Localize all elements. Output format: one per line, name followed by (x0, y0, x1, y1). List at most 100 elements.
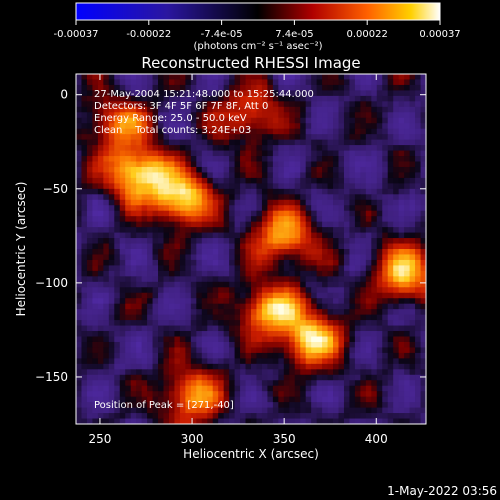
heatmap-cell (420, 194, 426, 201)
heatmap-cell (289, 374, 296, 381)
heatmap-cell (229, 336, 235, 343)
heatmap-cell (130, 232, 137, 239)
heatmap-cell (196, 166, 203, 173)
heatmap-cell (97, 374, 104, 381)
heatmap-cell (97, 303, 104, 310)
heatmap-cell (240, 74, 246, 80)
heatmap-cell (158, 369, 164, 376)
heatmap-cell (256, 331, 263, 337)
heatmap-cell (147, 84, 153, 91)
heatmap-cell (316, 407, 323, 414)
heatmap-cell (185, 385, 192, 392)
heatmap-cell (327, 199, 334, 206)
heatmap-cell (415, 407, 421, 414)
heatmap-cell (349, 188, 356, 195)
heatmap-cell (360, 325, 367, 332)
heatmap-cell (147, 238, 153, 244)
heatmap-cell (212, 199, 219, 206)
heatmap-cell (163, 166, 170, 173)
heatmap-cell (311, 123, 318, 130)
heatmap-cell (404, 145, 410, 151)
y-axis-label: Heliocentric Y (arcsec) (14, 182, 28, 317)
heatmap-cell (168, 298, 175, 305)
heatmap-cell (141, 101, 148, 108)
heatmap-cell (229, 407, 235, 414)
heatmap-cell (147, 385, 153, 392)
heatmap-cell (338, 281, 345, 288)
heatmap-cell (256, 352, 263, 359)
heatmap-cell (316, 341, 323, 348)
heatmap-cell (185, 402, 192, 408)
heatmap-cell (179, 352, 186, 359)
heatmap-cell (152, 292, 159, 299)
heatmap-cell (190, 331, 197, 337)
heatmap-cell (136, 128, 143, 135)
heatmap-cell (152, 84, 159, 91)
heatmap-cell (382, 106, 389, 113)
heatmap-cell (256, 309, 263, 316)
heatmap-cell (168, 238, 175, 244)
heatmap-cell (97, 106, 104, 113)
heatmap-cell (409, 95, 416, 102)
heatmap-cell (97, 413, 104, 419)
heatmap-cell (327, 95, 334, 102)
heatmap-cell (261, 292, 268, 299)
heatmap-cell (349, 270, 356, 277)
heatmap-cell (212, 287, 219, 294)
heatmap-cell (354, 150, 361, 157)
heatmap-cell (125, 145, 132, 151)
heatmap-cell (322, 402, 328, 408)
heatmap-cell (174, 194, 181, 201)
heatmap-cell (114, 402, 121, 408)
heatmap-cell (240, 117, 246, 124)
heatmap-cell (393, 150, 400, 157)
colorbar-tick-label: 0.00037 (419, 29, 460, 40)
heatmap-cell (382, 352, 389, 359)
heatmap-cell (196, 314, 203, 321)
heatmap-cell (327, 183, 334, 190)
heatmap-cell (234, 199, 241, 206)
heatmap-cell (343, 150, 350, 157)
heatmap-cell (376, 95, 383, 102)
heatmap-cell (300, 79, 307, 86)
heatmap-cell (168, 270, 175, 277)
heatmap-cell (305, 112, 312, 119)
heatmap-cell (125, 106, 132, 113)
heatmap-cell (267, 172, 274, 179)
heatmap-cell (240, 183, 246, 190)
heatmap-cell (81, 281, 88, 288)
heatmap-cell (300, 358, 307, 365)
heatmap-cell (415, 358, 421, 365)
heatmap-cell (322, 369, 328, 376)
heatmap-cell (212, 281, 219, 288)
heatmap-cell (365, 369, 372, 376)
heatmap-cell (420, 352, 426, 359)
heatmap-cell (371, 347, 378, 354)
heatmap-cell (163, 298, 170, 305)
heatmap-cell (81, 380, 88, 387)
heatmap-cell (393, 254, 400, 261)
heatmap-cell (316, 117, 323, 124)
heatmap-cell (371, 101, 378, 108)
heatmap-cell (393, 413, 400, 419)
heatmap-cell (371, 139, 378, 146)
heatmap-cell (201, 298, 208, 305)
heatmap-cell (420, 205, 426, 212)
heatmap-cell (218, 194, 225, 201)
heatmap-cell (163, 84, 170, 91)
heatmap-cell (147, 139, 153, 146)
heatmap-cell (256, 112, 263, 119)
heatmap-cell (283, 216, 290, 223)
heatmap-cell (371, 210, 378, 217)
heatmap-cell (168, 402, 175, 408)
heatmap-cell (218, 90, 225, 97)
heatmap-cell (371, 325, 378, 332)
heatmap-cell (185, 156, 192, 162)
heatmap-cell (136, 396, 143, 403)
heatmap-cell (261, 128, 268, 135)
heatmap-cell (376, 172, 383, 179)
heatmap-cell (322, 205, 328, 212)
heatmap-cell (185, 243, 192, 250)
heatmap-cell (349, 243, 356, 250)
heatmap-cell (141, 391, 148, 398)
